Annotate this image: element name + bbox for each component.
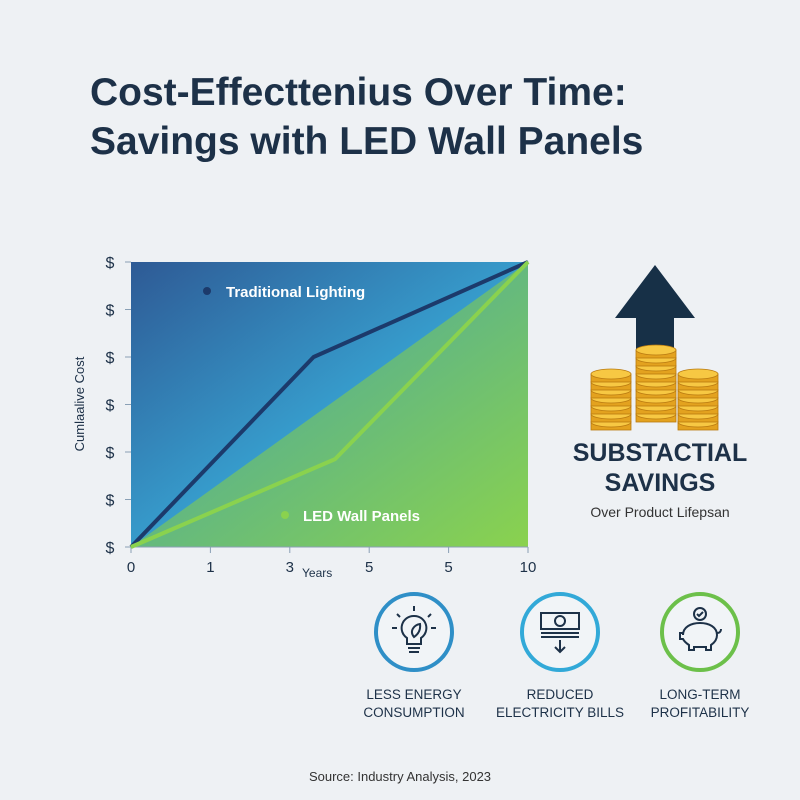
legend-marker-led (281, 511, 289, 519)
savings-subtitle: Over Product Lifepsan (590, 504, 730, 520)
x-tick-label: 1 (206, 559, 214, 576)
data-point (130, 546, 132, 548)
piggy-bank-check-icon (660, 592, 740, 672)
savings-area (131, 262, 528, 547)
x-tick-label: 5 (365, 559, 373, 576)
feature-label-1: LONG-TERM (659, 687, 741, 702)
title-line-1: Cost-Effecttenius Over Time: (90, 71, 627, 114)
feature-less-energy: LESS ENERGY CONSUMPTION (339, 592, 489, 722)
data-point (334, 458, 336, 460)
y-tick-label: $ (106, 350, 115, 367)
feature-label-2: PROFITABILITY (650, 705, 750, 720)
y-tick-label: $ (106, 445, 115, 462)
y-tick-label: $ (106, 255, 115, 272)
savings-title-2: SAVINGS (604, 469, 716, 497)
feature-profitability: LONG-TERM PROFITABILITY (625, 592, 775, 722)
title-line-2: Savings with LED Wall Panels (90, 120, 644, 163)
y-tick-label: $ (106, 493, 115, 510)
savings-callout: SUBSTACTIAL SAVINGS Over Product Lifepsa… (560, 438, 760, 520)
x-tick-label: 0 (127, 559, 135, 576)
legend-traditional: Traditional Lighting (226, 284, 365, 301)
feature-label-1: LESS ENERGY (366, 687, 462, 702)
y-tick-label: $ (106, 398, 115, 415)
y-axis-label: Cumlaalive Cost (72, 356, 87, 451)
source-note: Source: Industry Analysis, 2023 (308, 769, 492, 784)
y-tick-label: $ (106, 303, 115, 320)
feature-label-2: CONSUMPTION (363, 705, 465, 720)
up-arrow-icon (615, 265, 695, 362)
x-tick-label: 3 (286, 559, 294, 576)
savings-title-1: SUBSTACTIAL (572, 439, 748, 467)
money-stack-down-icon (520, 592, 600, 672)
feature-reduced-bills: REDUCED ELECTRICITY BILLS (485, 592, 635, 722)
lightbulb-leaf-icon (374, 592, 454, 672)
feature-label-1: REDUCED (526, 687, 594, 702)
x-axis-label: Years (302, 566, 332, 580)
legend-led: LED Wall Panels (303, 508, 420, 525)
data-point (313, 356, 315, 358)
y-tick-label: $ (106, 540, 115, 557)
x-tick-label: 5 (444, 559, 452, 576)
coin-stacks-icon (590, 344, 719, 431)
data-point (527, 261, 529, 263)
page-title: Cost-Effecttenius Over Time: Savings wit… (90, 68, 643, 166)
feature-label-2: ELECTRICITY BILLS (495, 705, 625, 720)
legend-marker-traditional (203, 287, 211, 295)
x-tick-label: 10 (520, 559, 537, 576)
